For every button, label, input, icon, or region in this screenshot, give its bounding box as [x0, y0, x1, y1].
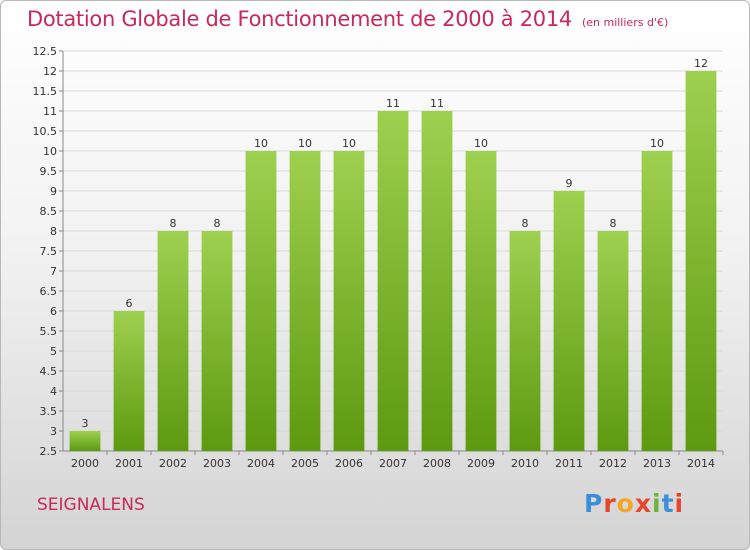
- logo-letter: P: [584, 489, 604, 518]
- y-tick-label: 8: [50, 225, 57, 238]
- x-tick-label: 2009: [467, 457, 495, 470]
- bar: [333, 151, 365, 451]
- y-tick-label: 11.5: [33, 85, 58, 98]
- bar-value-label: 10: [474, 137, 488, 150]
- y-tick-label: 11: [43, 105, 57, 118]
- x-tick-label: 2008: [423, 457, 451, 470]
- bar: [685, 71, 717, 451]
- bar: [69, 431, 101, 451]
- x-tick-label: 2001: [115, 457, 143, 470]
- bar: [157, 231, 189, 451]
- bar-value-label: 6: [126, 297, 133, 310]
- labels: 2.5 3 3.5 4 4.5 5 5.5 6 6.5 7 7.5 8 8.5 9 9.5 10 10.5 11 1…: [33, 45, 716, 470]
- x-tick-label: 2014: [687, 457, 715, 470]
- x-tick-label: 2000: [71, 457, 99, 470]
- bar-value-label: 11: [430, 97, 444, 110]
- y-tick-label: 7: [50, 265, 57, 278]
- x-tick-label: 2013: [643, 457, 671, 470]
- y-tick-label: 6: [50, 305, 57, 318]
- y-tick-label: 5.5: [40, 325, 58, 338]
- y-tick-label: 3.5: [40, 405, 58, 418]
- y-tick-label: 6.5: [40, 285, 58, 298]
- logo-letter: i: [674, 489, 685, 518]
- bar-value-label: 12: [694, 57, 708, 70]
- x-tick-label: 2011: [555, 457, 583, 470]
- x-tick-label: 2010: [511, 457, 539, 470]
- bar-value-label: 3: [82, 417, 89, 430]
- y-tick-label: 5: [50, 345, 57, 358]
- bar: [553, 191, 585, 451]
- bar: [641, 151, 673, 451]
- x-tick-label: 2002: [159, 457, 187, 470]
- bar: [113, 311, 145, 451]
- proxiti-logo[interactable]: Proxiti: [584, 489, 684, 518]
- bar-value-label: 10: [254, 137, 268, 150]
- logo-letter: o: [616, 489, 635, 518]
- x-tick-label: 2007: [379, 457, 407, 470]
- y-tick-label: 4.5: [40, 365, 58, 378]
- bar-value-label: 8: [522, 217, 529, 230]
- commune-name: SEIGNALENS: [37, 495, 145, 515]
- bar: [245, 151, 277, 451]
- y-tick-label: 10.5: [33, 125, 58, 138]
- x-tick-label: 2006: [335, 457, 363, 470]
- chart-title: Dotation Globale de Fonctionnement de 20…: [27, 7, 668, 31]
- y-tick-label: 8.5: [40, 205, 58, 218]
- y-tick-label: 9.5: [40, 165, 58, 178]
- y-tick-label: 9: [50, 185, 57, 198]
- logo-letter: r: [603, 489, 617, 518]
- chart-title-text: Dotation Globale de Fonctionnement de 20…: [27, 7, 572, 31]
- bar-value-label: 8: [170, 217, 177, 230]
- bar: [201, 231, 233, 451]
- logo-letter: t: [661, 489, 675, 518]
- y-tick-label: 3: [50, 425, 57, 438]
- bar-value-label: 10: [342, 137, 356, 150]
- bar-value-label: 9: [566, 177, 573, 190]
- bar-value-label: 8: [214, 217, 221, 230]
- bar: [465, 151, 497, 451]
- bar-value-label: 10: [298, 137, 312, 150]
- bar: [377, 111, 409, 451]
- y-tick-label: 4: [50, 385, 57, 398]
- y-tick-label: 7.5: [40, 245, 58, 258]
- x-tick-label: 2003: [203, 457, 231, 470]
- x-tick-label: 2012: [599, 457, 627, 470]
- logo-letter: x: [634, 489, 652, 518]
- bar: [509, 231, 541, 451]
- bar-value-label: 10: [650, 137, 664, 150]
- y-tick-label: 10: [43, 145, 57, 158]
- bar: [421, 111, 453, 451]
- bar-value-label: 11: [386, 97, 400, 110]
- x-tick-label: 2004: [247, 457, 275, 470]
- y-tick-label: 12: [43, 65, 57, 78]
- chart-unit: (en milliers d'€): [581, 16, 669, 29]
- bar: [597, 231, 629, 451]
- y-tick-label: 12.5: [33, 45, 58, 58]
- bar: [289, 151, 321, 451]
- bars: [69, 71, 717, 451]
- y-tick-label: 2.5: [40, 445, 58, 458]
- bar-value-label: 8: [610, 217, 617, 230]
- x-tick-label: 2005: [291, 457, 319, 470]
- logo-letter: i: [652, 489, 662, 518]
